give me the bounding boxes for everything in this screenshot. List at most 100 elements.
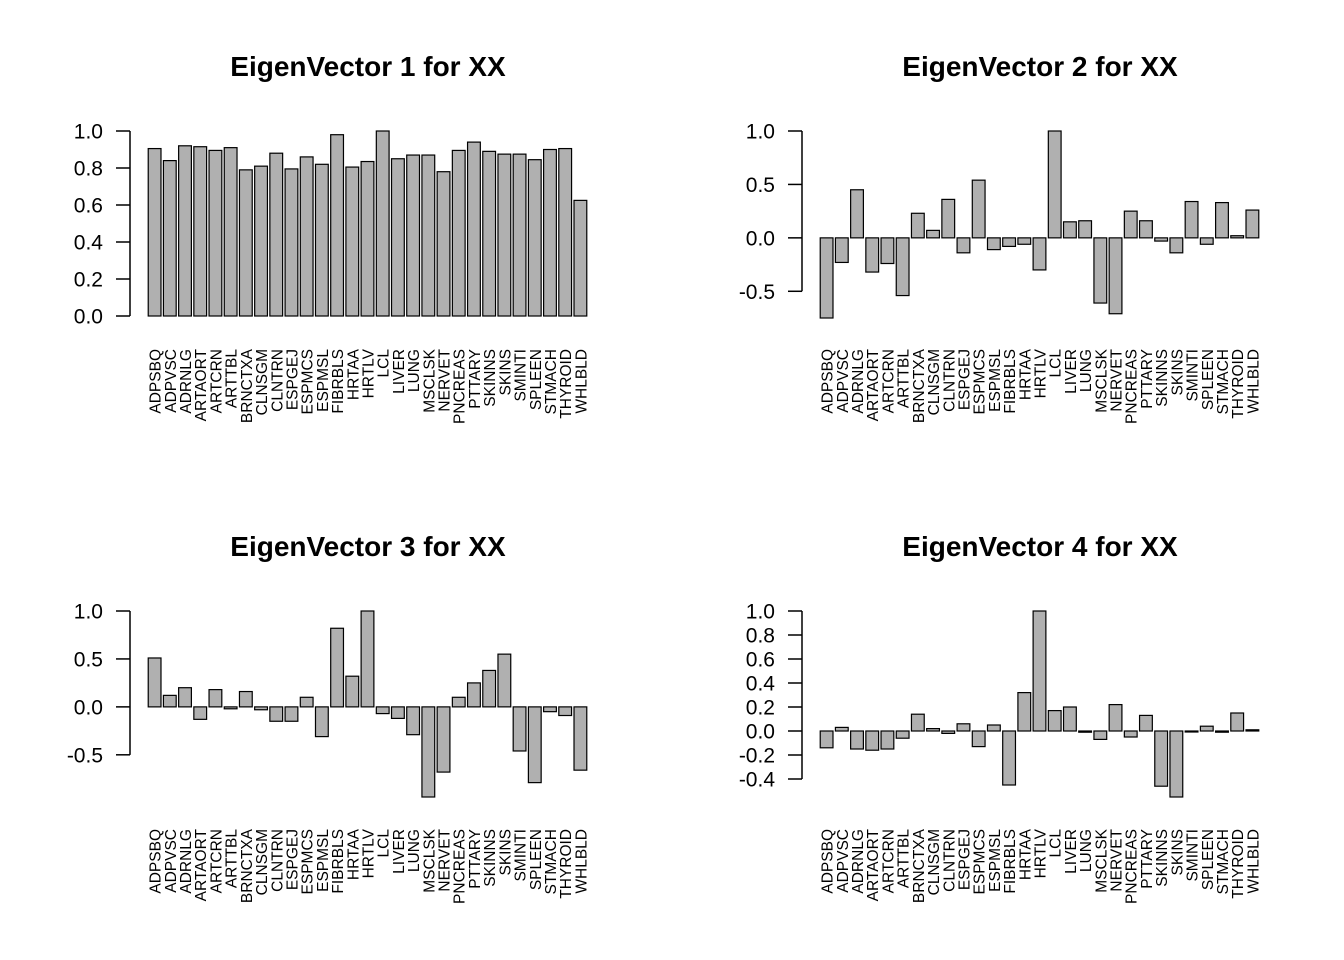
bar-hrtlv (360, 160, 375, 317)
x-tick-label: HRTLV (361, 828, 378, 878)
x-tick-label: STMACH (543, 349, 560, 414)
x-tick-label: HRTAA (345, 348, 362, 400)
bar-skinns (1154, 237, 1169, 242)
bar-lung (1078, 730, 1093, 733)
y-tick-label: 0.8 (74, 158, 103, 181)
x-tick-label: ARTTBL (896, 829, 913, 889)
x-tick-label: HRTAA (1017, 348, 1034, 400)
bar-pncreas (1123, 730, 1138, 738)
x-tick-label: ADPVSC (163, 829, 180, 893)
bar-whlbld (1245, 729, 1260, 732)
bar-sminti (512, 706, 527, 752)
y-tick-label: 0.8 (746, 625, 775, 648)
x-tick-label: SKINNS (1154, 349, 1171, 407)
x-tick-label: SMINTI (513, 349, 530, 402)
x-tick-label: FIBRBLS (1002, 349, 1019, 414)
y-tick-label: 0.6 (746, 649, 775, 672)
x-tick-label: CLNSGM (926, 829, 943, 895)
bar-espmsl (986, 724, 1001, 732)
x-tick-label: ESPMSL (987, 349, 1004, 412)
x-tick-label: ARTCRN (880, 349, 897, 413)
bar-liver (1062, 221, 1077, 239)
x-tick-label: FIBRBLS (330, 349, 347, 414)
x-tick-label: SPLEEN (1200, 349, 1217, 410)
bar-arttbl (223, 147, 238, 317)
x-tick-label: ADPVSC (835, 349, 852, 413)
bar-whlbld (573, 706, 588, 771)
bar-clntrn (941, 198, 956, 239)
bar-lcl (375, 130, 390, 317)
bar-whlbld (1245, 209, 1260, 239)
bar-liver (390, 158, 405, 317)
x-tick-label: THYROID (558, 829, 575, 899)
bar-clntrn (269, 706, 284, 722)
x-tick-label: ADPVSC (163, 349, 180, 413)
y-tick-label: 0.5 (74, 648, 103, 671)
x-tick-label: ESPGEJ (284, 349, 301, 410)
bar-pttary (466, 682, 481, 708)
bar-clntrn (269, 152, 284, 317)
x-tick-label: ESPMSL (987, 829, 1004, 892)
y-tick-label: -0.4 (739, 769, 776, 792)
chart-title: EigenVector 2 for XX (902, 51, 1178, 82)
x-tick-label: ADPVSC (835, 829, 852, 893)
bar-stmach (1214, 730, 1229, 733)
x-tick-label: CLNTRN (269, 349, 286, 412)
x-tick-label: ESPGEJ (284, 829, 301, 890)
bar-clntrn (941, 730, 956, 735)
bar-stmach (542, 706, 557, 713)
x-tick-label: SKINS (497, 829, 514, 876)
bar-clnsgm (926, 229, 941, 239)
chart-panel-4: EigenVector 4 for XX -0.4-0.20.00.20.40.6… (739, 531, 1263, 904)
x-tick-label: WHLBLD (1245, 349, 1262, 414)
bar-espmsl (314, 706, 329, 738)
y-tick-label: 1.0 (746, 601, 775, 624)
bar-nervet (436, 171, 451, 317)
x-tick-label: SKINS (1169, 829, 1186, 876)
y-tick-label: 1.0 (74, 121, 103, 144)
bar-espmsl (986, 237, 1001, 251)
bar-thyroid (1230, 235, 1245, 239)
y-tick-label: -0.2 (739, 745, 775, 768)
x-tick-label: ADRNLG (850, 829, 867, 894)
x-tick-label: BRNCTXA (911, 348, 928, 423)
x-tick-label: LCL (376, 829, 393, 858)
x-tick-label: CLNSGM (926, 349, 943, 415)
bar-espmcs (299, 156, 314, 317)
x-tick-label: SPLEEN (528, 349, 545, 410)
x-tick-label: LCL (376, 349, 393, 378)
bar-spleen (527, 706, 542, 784)
bar-espgej (956, 723, 971, 732)
x-tick-label: STMACH (1215, 349, 1232, 414)
bar-stmach (1214, 201, 1229, 239)
x-tick-label: PNCREAS (452, 349, 469, 424)
x-tick-label: ARTTBL (896, 349, 913, 409)
bar-espmsl (314, 163, 329, 317)
x-tick-label: ESPMCS (972, 349, 989, 414)
x-tick-label: BRNCTXA (239, 828, 256, 903)
y-tick-label: -0.5 (739, 281, 775, 304)
bar-lung (406, 154, 421, 317)
x-tick-label: LCL (1048, 829, 1065, 858)
x-tick-label: NERVET (1109, 828, 1126, 891)
chart-title: EigenVector 1 for XX (230, 51, 506, 82)
y-tick-label: 0.5 (746, 174, 775, 197)
y-tick-label: 0.0 (746, 721, 775, 744)
x-tick-label: ARTCRN (208, 829, 225, 893)
bar-liver (1062, 706, 1077, 732)
x-tick-label: MSCLSK (1093, 348, 1110, 412)
x-tick-label: PNCREAS (452, 829, 469, 904)
x-tick-label: LIVER (1063, 349, 1080, 394)
x-tick-label: WHLBLD (573, 349, 590, 414)
bar-hrtaa (1017, 691, 1032, 732)
x-tick-label: ADRNLG (850, 349, 867, 414)
bar-adrnlg (850, 189, 865, 239)
bar-espgej (956, 237, 971, 254)
bar-sminti (1184, 730, 1199, 733)
x-tick-label: PNCREAS (1124, 829, 1141, 904)
bar-artcrn (208, 149, 223, 317)
x-tick-label: SKINNS (1154, 829, 1171, 887)
bar-skins (497, 653, 512, 708)
x-tick-label: BRNCTXA (911, 828, 928, 903)
x-tick-label: LIVER (1063, 829, 1080, 874)
